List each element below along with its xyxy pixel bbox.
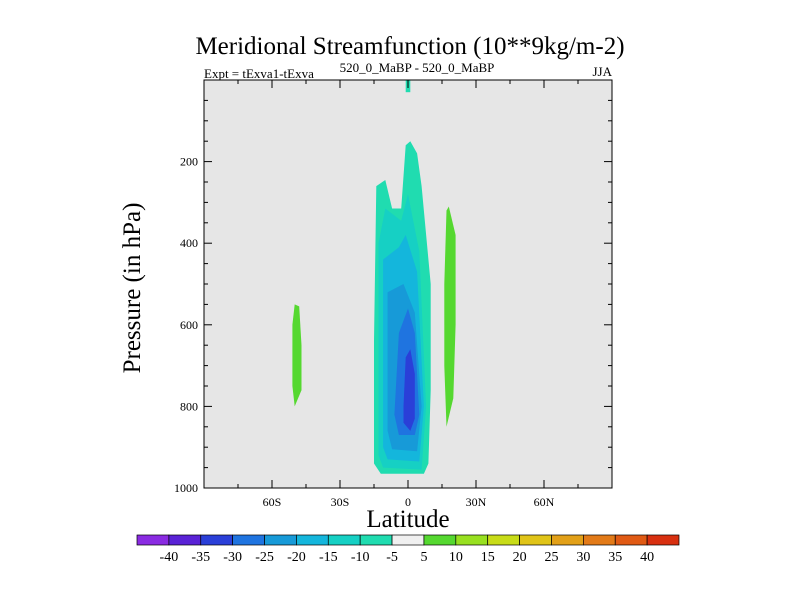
colorbar-swatch — [614, 534, 648, 546]
colorbar-label: -20 — [287, 550, 306, 565]
colorbar-swatch — [487, 534, 520, 546]
x-tick-label: 60S — [263, 495, 282, 509]
y-tick-label: 1000 — [174, 481, 198, 495]
colorbar: -40 -35 -30 -25 -20 -15 -10 -5 5 10 15 20 25 30 35 40 — [136, 534, 680, 565]
colorbar-label: -15 — [319, 550, 338, 565]
contour-regions — [292, 80, 456, 474]
colorbar-swatch — [168, 534, 202, 546]
colorbar-swatch — [264, 534, 297, 546]
chart-title: Meridional Streamfunction (10**9kg/m-2) — [195, 33, 624, 60]
axis-ticks: 60S 30S 0 30N 60N 200 400 600 800 1000 — [174, 80, 612, 509]
colorbar-swatch — [359, 534, 393, 546]
colorbar-swatch — [232, 534, 265, 546]
y-axis-title: Pressure (in hPa) — [119, 203, 146, 374]
x-tick-label: 0 — [405, 495, 411, 509]
colorbar-label: -10 — [351, 550, 370, 565]
y-tick-label: 200 — [180, 155, 198, 169]
x-tick-label: 30S — [331, 495, 350, 509]
colorbar-label: -5 — [386, 550, 398, 565]
colorbar-swatch — [519, 534, 552, 546]
colorbar-swatch — [646, 534, 680, 546]
contour-region-8 — [444, 206, 456, 427]
colorbar-label: 25 — [544, 550, 558, 565]
colorbar-swatch — [296, 534, 329, 546]
contour-region-7 — [292, 304, 302, 407]
contour-region-6 — [403, 349, 415, 431]
colorbar-swatch — [391, 534, 425, 546]
colorbar-swatch — [551, 534, 584, 546]
colorbar-label: -25 — [255, 550, 274, 565]
colorbar-label: 20 — [513, 550, 527, 565]
colorbar-swatch — [423, 534, 457, 546]
chart-subtitle-center: 520_0_MaBP - 520_0_MaBP — [340, 60, 495, 75]
colorbar-swatch — [136, 534, 170, 546]
colorbar-swatch — [327, 534, 361, 546]
chart-subtitle-left: Expt = tExva1-tExva — [204, 66, 314, 81]
colorbar-label: 10 — [449, 550, 463, 565]
colorbar-swatch — [200, 534, 233, 546]
y-tick-label: 800 — [180, 399, 198, 413]
colorbar-label: -40 — [160, 550, 179, 565]
y-tick-label: 400 — [180, 236, 198, 250]
colorbar-label: 35 — [608, 550, 622, 565]
colorbar-label: 30 — [576, 550, 590, 565]
colorbar-label: 40 — [640, 550, 654, 565]
chart-subtitle-right: JJA — [592, 64, 612, 79]
colorbar-label: -30 — [223, 550, 242, 565]
colorbar-label: 15 — [481, 550, 495, 565]
x-tick-label: 30N — [466, 495, 487, 509]
y-tick-label: 600 — [180, 318, 198, 332]
colorbar-label: -35 — [191, 550, 210, 565]
x-tick-label: 60N — [534, 495, 555, 509]
colorbar-swatch — [455, 534, 489, 546]
x-axis-title: Latitude — [366, 506, 449, 533]
colorbar-swatch — [583, 534, 616, 546]
colorbar-label: 5 — [420, 550, 427, 565]
